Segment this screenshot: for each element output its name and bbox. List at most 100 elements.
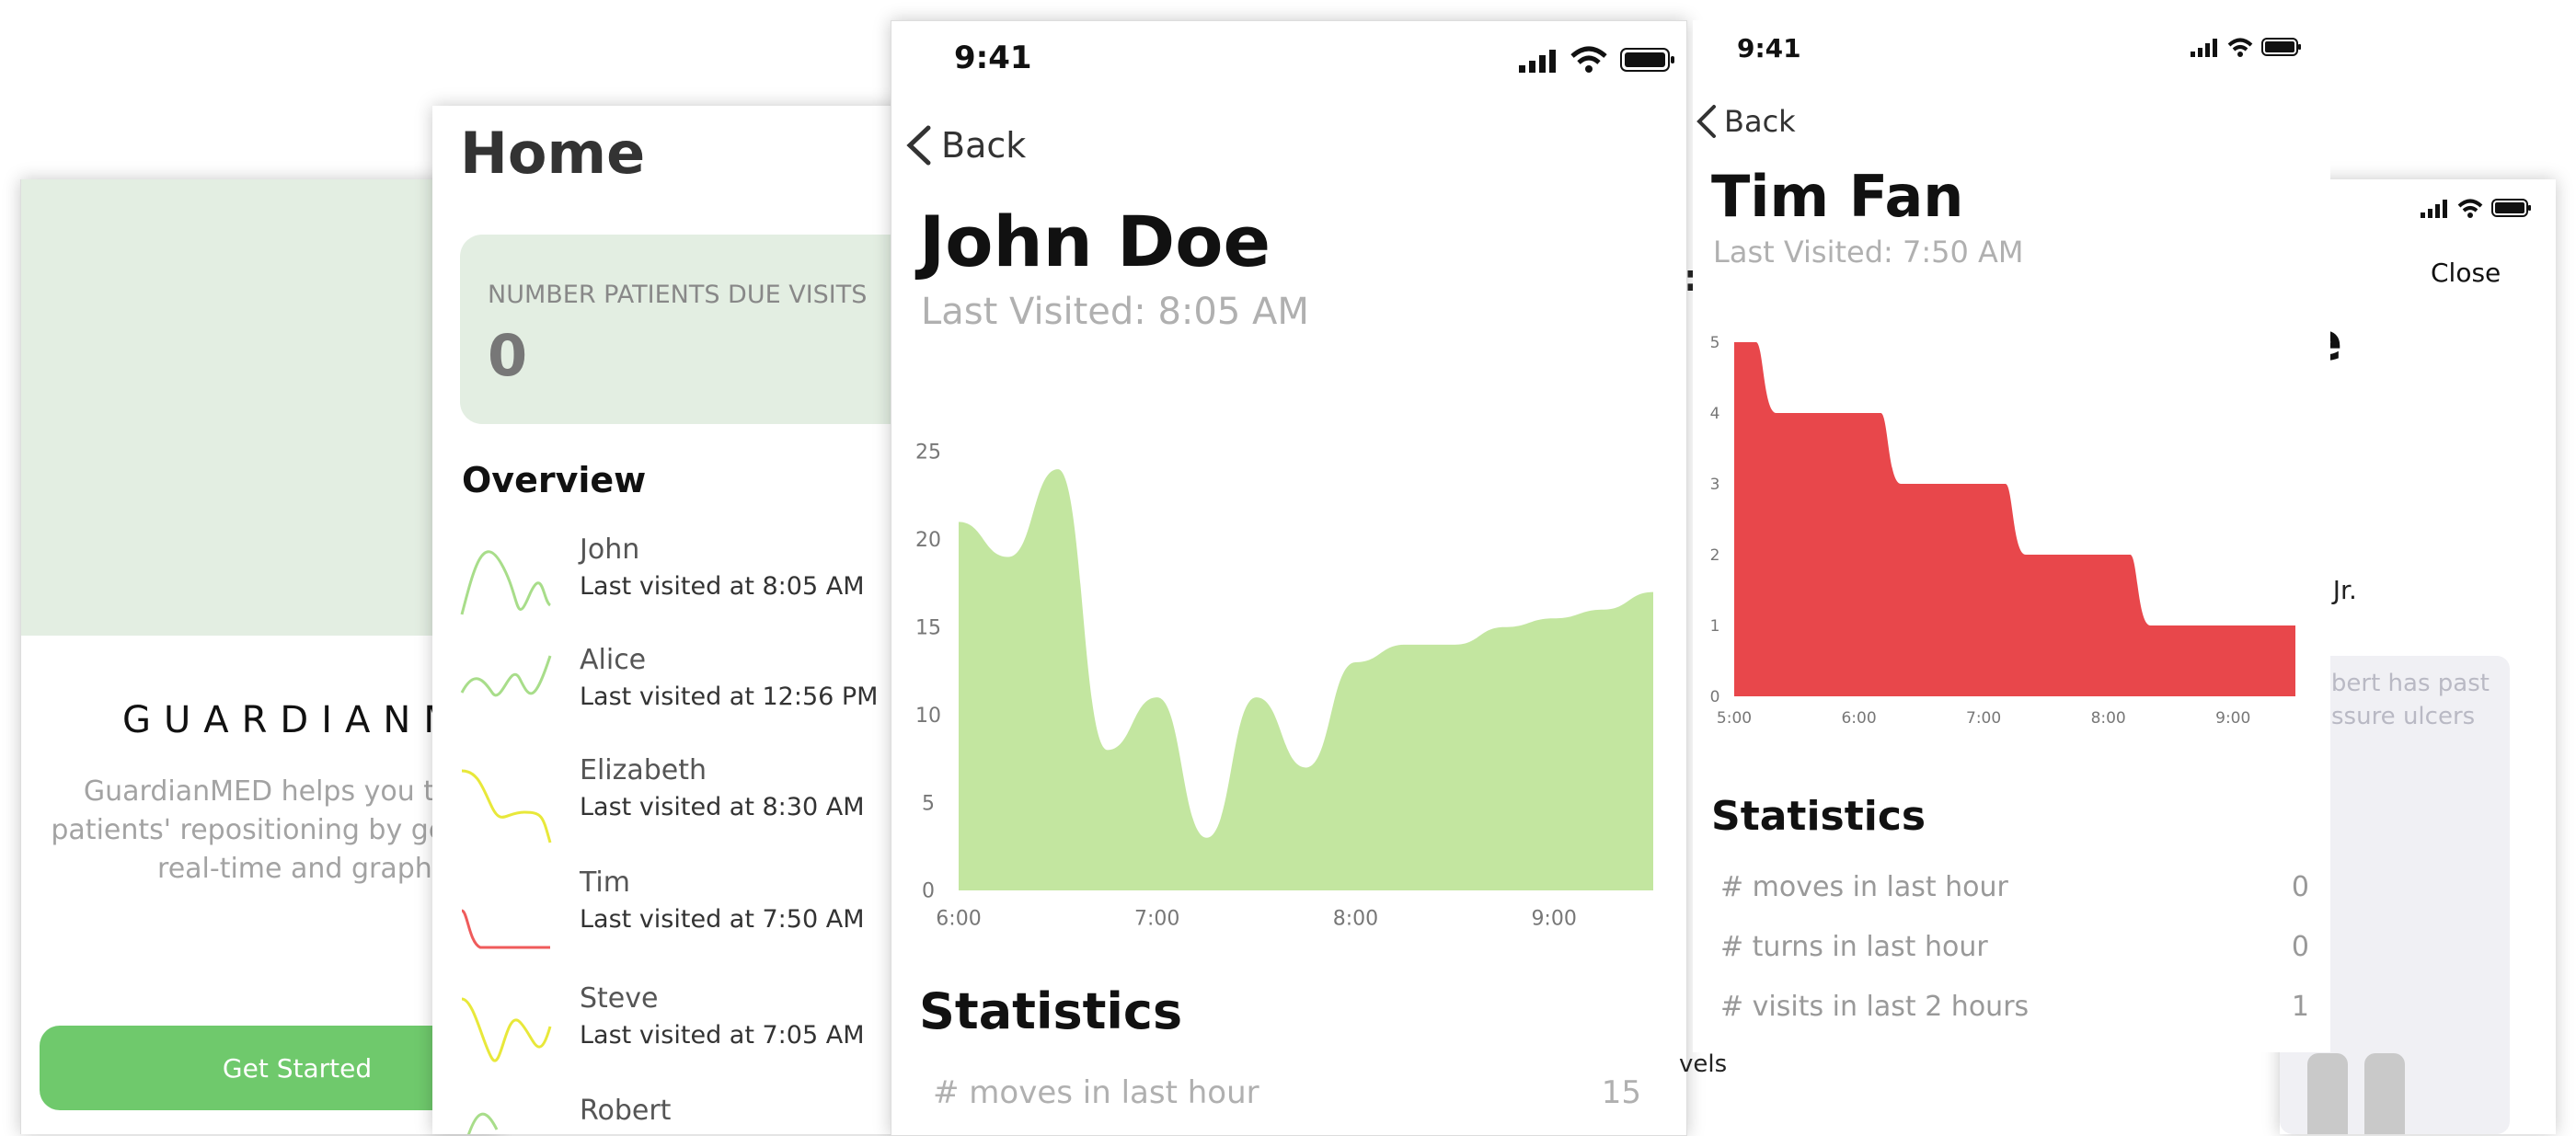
x-tick-label: 9:00 — [1531, 907, 1576, 930]
back-label: Back — [1724, 104, 1796, 139]
x-tick-label: 8:00 — [2091, 709, 2126, 728]
patient-row-robert[interactable]: Robert — [460, 1095, 911, 1134]
signal-icon — [2421, 200, 2447, 218]
welcome-description: GuardianMED helps you track of patients'… — [51, 775, 500, 885]
back-button[interactable]: Back — [903, 124, 1026, 166]
y-tick-label: 2 — [1710, 546, 1720, 565]
x-tick-label: 7:00 — [1966, 709, 2001, 728]
y-tick-label: 20 — [915, 529, 941, 552]
patient-sparkline-icon — [461, 769, 552, 843]
background-fragment: vels — [1679, 1050, 1728, 1078]
patient-row-tim[interactable]: Tim Last visited at 7:50 AM — [460, 866, 911, 968]
statistics-title: Statistics — [919, 982, 1183, 1040]
patient-row-steve[interactable]: Steve Last visited at 7:05 AM — [460, 982, 911, 1084]
chevron-left-icon — [906, 125, 931, 166]
y-tick-label: 15 — [915, 617, 941, 640]
close-button[interactable]: Close — [2431, 258, 2501, 288]
status-bar-icons — [1517, 45, 1675, 73]
patient-detail-screen-john: 9:41 Back John Doe Last Visited: 8:05 AM… — [891, 20, 1687, 1136]
battery-icon — [2491, 199, 2531, 217]
chart-area-series — [959, 469, 1653, 890]
patient-last-visit: Last visited at 8:30 AM — [580, 793, 865, 821]
patient-detail-screen-tim: 9:41 Back Tim Fan Last Visited: 7:50 AM … — [1693, 20, 2330, 1052]
welcome-screen: GUARDIANMED GuardianMED helps you track … — [20, 179, 500, 1134]
patient-sparkline-icon — [466, 1112, 499, 1134]
due-visits-card[interactable]: NUMBER PATIENTS DUE VISITS 0 — [460, 235, 911, 424]
patient-sparkline-icon — [460, 550, 552, 615]
statistics-title: Statistics — [1711, 793, 1926, 840]
body-legs-illustration — [2307, 1053, 2405, 1134]
stat-row-turns: # turns in last hour 0 — [1720, 931, 2309, 963]
due-visits-count: 0 — [488, 322, 528, 389]
stat-label: # turns in last hour — [1720, 931, 1988, 963]
get-started-button[interactable]: Get Started — [40, 1026, 500, 1110]
y-tick-label: 10 — [915, 705, 941, 728]
stat-row-moves: # moves in last hour 0 — [1720, 871, 2309, 903]
patient-name: Tim — [580, 866, 630, 899]
x-tick-label: 6:00 — [1841, 709, 1876, 728]
status-time: 9:41 — [954, 40, 1032, 76]
due-visits-label: NUMBER PATIENTS DUE VISITS — [488, 281, 868, 309]
wifi-icon — [2227, 38, 2253, 57]
signal-icon — [2191, 39, 2217, 57]
page-title: Home — [460, 120, 646, 187]
patient-last-visit: Last visited at 7:05 AM — [580, 1021, 865, 1050]
patient-name-title: Tim Fan — [1711, 163, 1964, 230]
patient-last-visit: Last visited at 7:50 AM — [580, 905, 865, 934]
patient-last-visit: Last visited at 8:05 AM — [580, 572, 865, 601]
y-tick-label: 0 — [1710, 688, 1720, 706]
patient-name: Steve — [580, 982, 659, 1015]
stat-value: 15 — [1601, 1074, 1641, 1111]
overview-title: Overview — [462, 460, 647, 500]
patient-name: John — [580, 534, 640, 566]
wifi-icon — [2457, 199, 2483, 218]
y-tick-label: 0 — [922, 880, 935, 903]
y-tick-label: 1 — [1710, 617, 1720, 636]
chevron-left-icon — [1696, 105, 1716, 138]
status-bar-icons — [2190, 37, 2302, 57]
patient-name: Alice — [580, 644, 647, 676]
patient-row-john[interactable]: John Last visited at 8:05 AM — [460, 534, 911, 635]
patient-sparkline-icon — [461, 997, 552, 1062]
y-tick-label: 3 — [1710, 476, 1720, 494]
status-bar-icons — [2420, 198, 2532, 218]
patient-row-elizabeth[interactable]: Elizabeth Last visited at 8:30 AM — [460, 754, 911, 855]
patient-name: Robert — [580, 1095, 672, 1127]
movement-step-chart: 0 1 2 3 4 5 5:00 6:00 7:00 8:00 9:00 — [1710, 334, 2295, 728]
y-tick-label: 5 — [922, 792, 935, 815]
patient-row-alice[interactable]: Alice Last visited at 12:56 PM — [460, 644, 911, 745]
patient-name: Elizabeth — [580, 754, 707, 786]
y-tick-label: 25 — [915, 442, 941, 465]
stat-row-moves: # moves in last hour 15 — [933, 1074, 1641, 1111]
y-tick-label: 4 — [1710, 405, 1720, 423]
last-visited-label: Last Visited: 7:50 AM — [1713, 235, 2024, 270]
battery-icon — [1620, 48, 1674, 72]
x-tick-label: 9:00 — [2215, 709, 2250, 728]
patient-sparkline-icon — [460, 655, 552, 697]
profile-note-text: obert has past essure ulcers — [2317, 670, 2490, 730]
stat-value: 0 — [2291, 871, 2309, 903]
patient-sparkline-icon — [461, 909, 550, 949]
chart-area-series — [1734, 342, 2295, 696]
stat-value: 0 — [2291, 931, 2309, 963]
x-tick-label: 5:00 — [1717, 709, 1752, 728]
signal-icon — [1519, 50, 1556, 73]
x-tick-label: 6:00 — [936, 907, 981, 930]
stat-value: 1 — [2291, 991, 2309, 1023]
stat-label: # visits in last 2 hours — [1720, 991, 2030, 1023]
home-screen: Home NUMBER PATIENTS DUE VISITS 0 Overvi… — [432, 106, 911, 1134]
x-tick-label: 8:00 — [1333, 907, 1378, 930]
stat-row-visits: # visits in last 2 hours 1 — [1720, 991, 2309, 1023]
y-tick-label: 5 — [1710, 334, 1720, 352]
stat-label: # moves in last hour — [933, 1074, 1259, 1111]
movement-area-chart: 0 5 10 15 20 25 6:00 7:00 8:00 9:00 — [915, 442, 1653, 930]
last-visited-label: Last Visited: 8:05 AM — [921, 291, 1309, 333]
stat-label: # moves in last hour — [1720, 871, 2008, 903]
wifi-icon — [1570, 46, 1607, 73]
back-label: Back — [941, 125, 1027, 166]
status-time: 9:41 — [1737, 33, 1801, 63]
back-button[interactable]: Back — [1693, 103, 1796, 140]
patient-last-visit: Last visited at 12:56 PM — [580, 683, 879, 711]
battery-icon — [2261, 38, 2301, 56]
welcome-hero-image — [21, 179, 500, 636]
